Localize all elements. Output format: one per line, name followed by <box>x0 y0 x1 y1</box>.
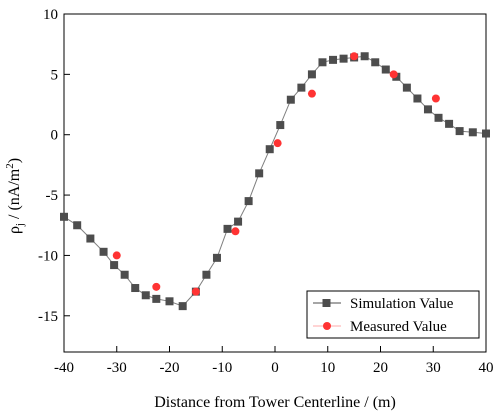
measured-point <box>273 139 282 148</box>
simulation-point <box>360 52 369 61</box>
x-tick-label: -10 <box>212 360 232 376</box>
simulation-point <box>297 83 306 92</box>
simulation-point <box>178 302 187 311</box>
simulation-point <box>434 113 443 122</box>
simulation-point <box>141 291 150 300</box>
legend-label-simulation: Simulation Value <box>350 296 454 312</box>
simulation-point <box>165 297 174 306</box>
simulation-point <box>286 95 295 104</box>
x-tick-label: 30 <box>426 360 441 376</box>
measured-point <box>307 89 316 98</box>
measured-point <box>191 287 200 296</box>
measured-point <box>112 251 121 260</box>
simulation-point <box>212 253 221 262</box>
legend-marker-simulation <box>322 299 331 307</box>
simulation-point <box>307 70 316 79</box>
x-tick-label: 20 <box>373 360 388 376</box>
y-tick-label: 0 <box>51 128 59 144</box>
simulation-point <box>244 197 253 206</box>
simulation-point <box>234 217 243 226</box>
x-axis-title: Distance from Tower Centerline / (m) <box>154 394 396 411</box>
measured-point <box>231 227 240 236</box>
simulation-point <box>329 55 338 64</box>
simulation-point <box>402 83 411 92</box>
simulation-point <box>131 284 140 293</box>
y-axis-title-units: / (nA/m <box>6 168 23 223</box>
simulation-point <box>371 58 380 67</box>
simulation-point <box>468 128 477 137</box>
simulation-point <box>120 270 129 279</box>
simulation-point <box>60 212 68 221</box>
series-simulation <box>60 52 490 311</box>
measured-point <box>350 52 359 61</box>
simulation-point <box>318 58 327 67</box>
simulation-point <box>223 224 232 233</box>
simulation-point <box>265 145 274 154</box>
series-line <box>63 55 487 307</box>
simulation-point <box>110 261 119 270</box>
simulation-point <box>339 54 348 63</box>
x-tick-label: 0 <box>271 360 279 376</box>
simulation-point <box>202 270 211 279</box>
simulation-point <box>152 294 161 303</box>
legend: Simulation Value Measured Value <box>306 290 480 339</box>
simulation-point <box>276 121 285 130</box>
simulation-point <box>255 169 264 178</box>
simulation-point <box>73 221 82 230</box>
y-tick-label: -5 <box>46 188 59 204</box>
simulation-point <box>86 234 95 243</box>
measured-point <box>389 70 398 79</box>
y-axis-title-main: ρ <box>6 226 23 234</box>
y-tick-label: 5 <box>51 67 59 83</box>
y-axis-title-end: ) <box>6 158 23 163</box>
simulation-point <box>413 94 422 103</box>
x-tick-label: -30 <box>107 360 127 376</box>
simulation-point <box>423 105 432 114</box>
y-axis-title-sup: 2 <box>4 163 16 169</box>
legend-box <box>306 290 480 339</box>
simulation-point <box>99 247 108 256</box>
measured-point <box>431 94 440 103</box>
x-tick-label: -20 <box>160 360 180 376</box>
y-tick-label: -15 <box>38 309 58 325</box>
legend-label-measured: Measured Value <box>350 319 447 335</box>
x-tick-label: 40 <box>479 360 494 376</box>
series-layer <box>60 52 490 311</box>
y-tick-label: -10 <box>38 248 58 264</box>
y-tick-label: 10 <box>43 7 58 23</box>
legend-marker-measured <box>323 322 331 330</box>
x-tick-label: -40 <box>54 360 74 376</box>
svg-text:ρj / (nA/m2): ρj / (nA/m2) <box>4 158 26 234</box>
simulation-point <box>455 127 464 136</box>
measured-point <box>152 282 161 291</box>
y-axis-title-sub: j <box>14 223 26 227</box>
x-tick-label: 10 <box>320 360 335 376</box>
simulation-point <box>482 129 490 138</box>
simulation-point <box>445 119 454 128</box>
series-measured <box>112 52 440 296</box>
axis-ticks: -40 -30 -20 -10 0 10 20 30 40 -15 -10 -5 0 5 10 <box>38 7 494 376</box>
simulation-point <box>381 65 390 74</box>
y-axis-title: ρj / (nA/m2) <box>4 158 26 234</box>
